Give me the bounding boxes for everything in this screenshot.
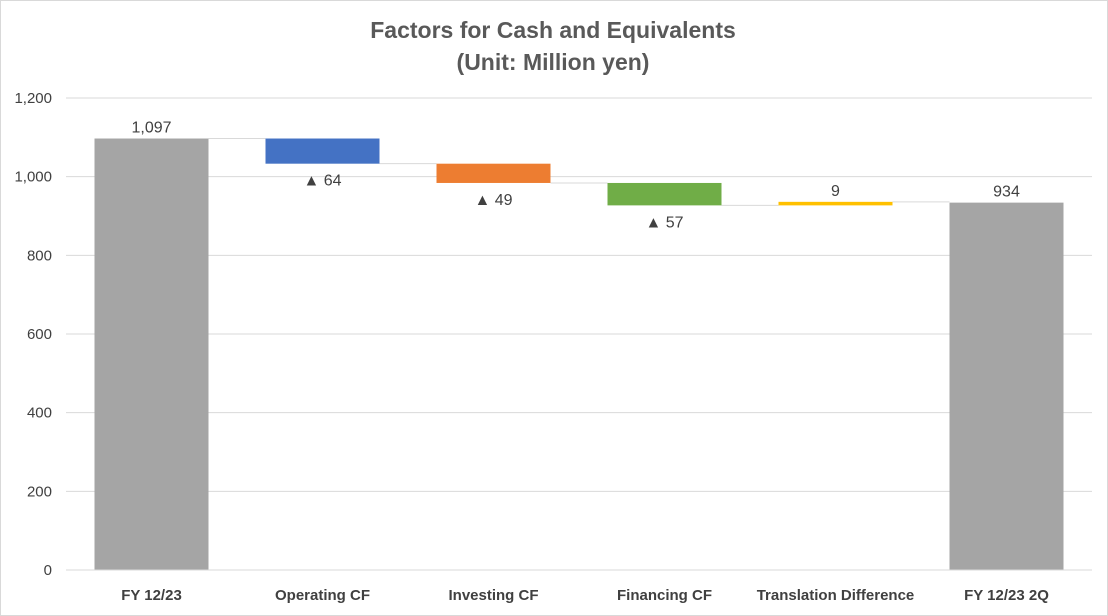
y-tick-label: 1,000	[14, 169, 52, 186]
bar	[607, 182, 722, 206]
y-tick-label: 800	[27, 247, 52, 264]
x-tick-label: Translation Difference	[757, 587, 915, 604]
bar	[94, 138, 209, 570]
data-label: ▲ 64	[303, 173, 341, 190]
x-tick-label: Financing CF	[617, 587, 712, 604]
data-label: 934	[993, 184, 1020, 201]
bar	[778, 201, 893, 206]
y-tick-label: 200	[27, 483, 52, 500]
y-tick-label: 0	[44, 562, 52, 579]
y-tick-label: 600	[27, 326, 52, 343]
x-tick-label: Operating CF	[275, 587, 370, 604]
x-tick-label: Investing CF	[448, 587, 538, 604]
x-tick-label: FY 12/23	[121, 587, 182, 604]
chart-subtitle: (Unit: Million yen)	[456, 49, 650, 75]
data-label: ▲ 57	[645, 214, 683, 231]
y-tick-label: 1,200	[14, 90, 52, 107]
bar	[949, 202, 1064, 571]
data-label: 1,097	[131, 120, 171, 137]
data-label: ▲ 49	[474, 192, 512, 209]
data-label: 9	[831, 183, 840, 200]
chart-title: Factors for Cash and Equivalents	[370, 17, 736, 43]
y-tick-label: 400	[27, 405, 52, 422]
bar	[436, 163, 551, 183]
x-tick-label: FY 12/23 2Q	[964, 587, 1049, 604]
chart-title-block: Factors for Cash and Equivalents (Unit: …	[0, 14, 1106, 78]
bar	[265, 138, 380, 164]
